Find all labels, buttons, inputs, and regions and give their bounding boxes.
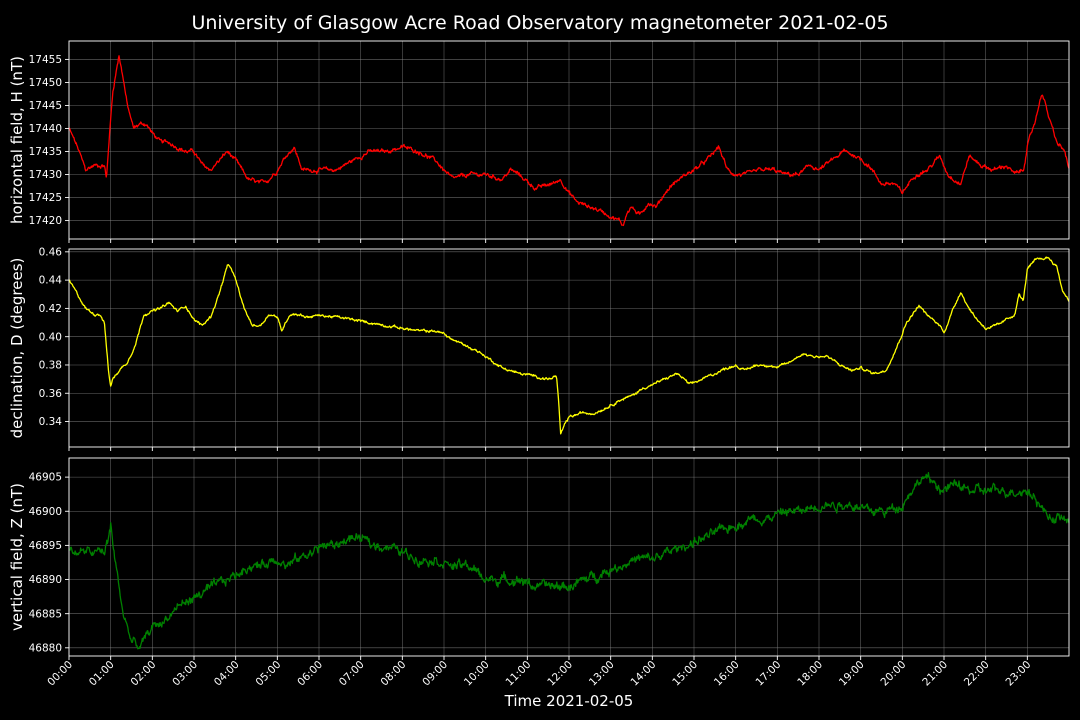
y-tick-label-vertical-1: 46885: [29, 608, 62, 620]
y-tick-label-declination-5: 0.44: [39, 275, 63, 287]
panel-horizontal: 17420 17425 17430 17435 17440 17445 17450 17455…: [8, 40, 1070, 243]
y-tick-label-vertical-3: 46895: [29, 540, 62, 552]
y-axis-label-vertical: vertical field, Z (nT): [8, 483, 26, 631]
axes-frame-horizontal: [68, 40, 1070, 240]
y-tick-label-horizontal-7: 17455: [29, 54, 62, 66]
chart-title: University of Glasgow Acre Road Observat…: [191, 12, 888, 34]
series-line-vertical: [68, 471, 1070, 650]
y-tick-label-declination-1: 0.36: [39, 388, 63, 400]
axes-frame-vertical: [68, 457, 1070, 657]
y-tick-label-vertical-4: 46900: [29, 506, 62, 518]
series-line-horizontal: [68, 55, 1070, 227]
y-tick-label-vertical-2: 46890: [29, 574, 62, 586]
panel-declination: 0.34 0.36 0.38 0.40 0.42 0.44 0.46 declination,…: [8, 246, 1070, 451]
y-tick-label-declination-0: 0.34: [39, 416, 63, 428]
y-tick-label-vertical-5: 46905: [29, 472, 62, 484]
y-tick-label-declination-6: 0.46: [39, 246, 63, 258]
y-tick-label-horizontal-6: 17450: [29, 77, 62, 89]
series-line-declination: [68, 256, 1070, 435]
y-axis-label-horizontal: horizontal field, H (nT): [8, 56, 26, 224]
panels-group: 17420 17425 17430 17435 17440 17445 17450 17455…: [8, 40, 1070, 660]
y-tick-label-vertical-0: 46880: [29, 642, 62, 654]
y-tick-label-horizontal-4: 17440: [29, 123, 62, 135]
y-tick-label-horizontal-0: 17420: [29, 215, 62, 227]
y-tick-label-horizontal-2: 17430: [29, 169, 62, 181]
axes-frame-declination: [68, 248, 1070, 448]
y-tick-label-horizontal-5: 17445: [29, 100, 62, 112]
y-axis-label-declination: declination, D (degrees): [8, 258, 26, 439]
y-tick-label-horizontal-1: 17425: [29, 192, 62, 204]
y-tick-label-declination-2: 0.38: [39, 360, 62, 372]
y-tick-label-declination-3: 0.40: [39, 331, 62, 343]
x-axis-label: Time 2021-02-05: [504, 692, 634, 710]
y-tick-label-declination-4: 0.42: [39, 303, 62, 315]
y-tick-label-horizontal-3: 17435: [29, 146, 62, 158]
